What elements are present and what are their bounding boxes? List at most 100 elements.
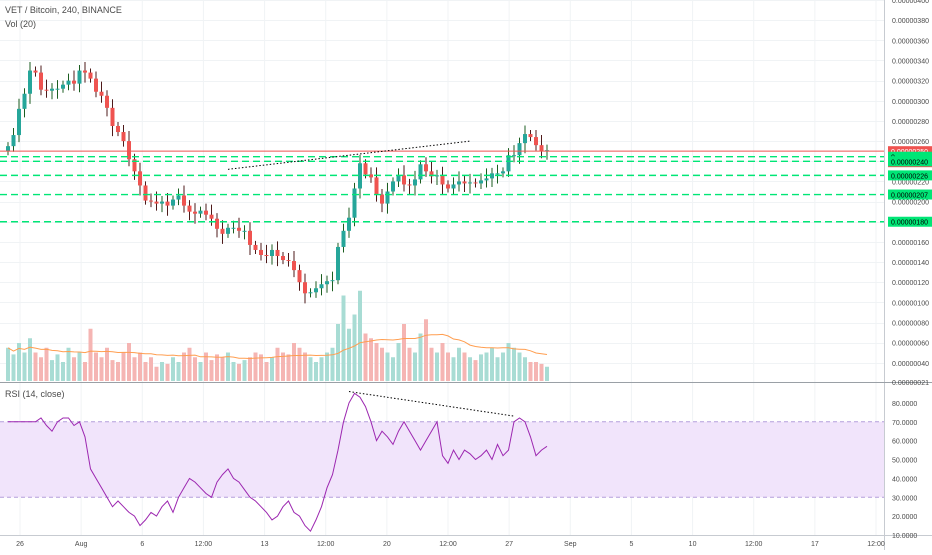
level-badge — [888, 189, 932, 200]
symbol-legend[interactable]: VET / Bitcoin, 240, BINANCE — [5, 5, 122, 15]
volume-bar — [121, 352, 126, 381]
time-tick-label: 12:00 — [439, 541, 457, 548]
volume-bar — [539, 363, 544, 381]
candle — [462, 181, 467, 184]
time-tick-label: 12:00 — [867, 541, 885, 548]
candle — [171, 199, 175, 206]
candle — [215, 218, 219, 229]
candle — [193, 211, 197, 214]
candle — [523, 134, 527, 144]
candle — [286, 260, 291, 262]
candle — [83, 70, 87, 73]
volume-bar — [358, 290, 362, 381]
volume-bar — [17, 343, 21, 381]
volume-bar — [479, 354, 483, 381]
volume-bar — [259, 354, 263, 381]
candle — [138, 171, 142, 186]
volume-bar — [446, 352, 450, 381]
volume-bar — [182, 352, 186, 381]
volume-bar — [215, 354, 219, 381]
rsi-tick-label: 80.0000 — [892, 401, 917, 408]
volume-bar — [523, 357, 527, 381]
candle — [55, 88, 60, 90]
volume-bar — [341, 295, 346, 381]
price-tick-label: 0.00000200 — [892, 200, 929, 207]
volume-bar — [72, 357, 76, 381]
current-price-badge — [888, 146, 932, 157]
candle — [473, 182, 478, 184]
level-label: 0.00000180 — [891, 220, 928, 227]
candle — [39, 72, 43, 90]
candle — [22, 93, 27, 109]
candle — [440, 175, 445, 185]
candle — [94, 78, 98, 92]
volume-bar — [6, 347, 10, 381]
level-badge — [888, 170, 932, 181]
rsi-legend[interactable]: RSI (14, close) — [5, 389, 65, 399]
rsi-tick-label: 40.0000 — [892, 476, 917, 483]
candle — [220, 228, 225, 234]
volume-bar — [484, 352, 489, 381]
volume-bar — [88, 328, 93, 381]
volume-bar — [380, 347, 384, 381]
volume-bar — [314, 362, 318, 381]
rsi-tick-label: 20.0000 — [892, 514, 917, 521]
candle — [237, 227, 241, 231]
volume-bar — [435, 352, 439, 381]
candle — [264, 255, 269, 257]
candle — [292, 261, 296, 271]
volume-bar — [501, 352, 505, 381]
volume-bar — [391, 357, 395, 381]
volume-bar — [424, 319, 428, 381]
candle — [116, 125, 120, 133]
candle — [363, 163, 368, 175]
price-tick-label: 0.00000300 — [892, 99, 929, 106]
volume-bar — [138, 352, 142, 381]
volume-bar — [352, 314, 357, 381]
candle — [198, 210, 203, 214]
candle — [446, 184, 450, 189]
volume-bar — [253, 352, 258, 381]
volume-bar — [11, 354, 16, 381]
volume-bar — [165, 363, 170, 381]
volume-bar — [297, 347, 302, 381]
volume-bar — [396, 343, 401, 381]
volume-bar — [33, 352, 38, 381]
candle — [407, 184, 412, 186]
time-tick-label: 6 — [140, 541, 144, 548]
volume-bar — [473, 360, 478, 381]
volume-bar — [418, 333, 423, 381]
volume-ma-line — [7, 333, 548, 360]
price-tick-label: 0.00000060 — [892, 341, 929, 348]
level-badge — [888, 216, 932, 227]
volume-bar — [281, 352, 285, 381]
candle — [336, 246, 340, 281]
candle — [545, 150, 549, 152]
candle — [226, 227, 230, 234]
candle — [270, 249, 274, 257]
candle — [165, 201, 170, 206]
candle — [501, 171, 505, 174]
volume-bar — [116, 362, 120, 381]
candle — [242, 230, 247, 232]
volume-bar — [374, 343, 379, 381]
volume-legend[interactable]: Vol (20) — [5, 19, 37, 29]
candle — [275, 249, 280, 257]
candle — [143, 185, 148, 201]
candle — [204, 210, 208, 215]
candle — [517, 143, 522, 156]
price-tick-label: 0.00000380 — [892, 18, 929, 25]
volume-bar — [83, 362, 87, 381]
candle — [132, 159, 137, 172]
candle — [259, 249, 263, 256]
volume-bar — [61, 362, 65, 381]
candle — [495, 173, 500, 175]
candle — [358, 163, 362, 189]
candle — [187, 205, 192, 212]
volume-bar — [204, 352, 208, 381]
candle — [396, 175, 401, 182]
volume-bar — [248, 357, 252, 381]
candle — [61, 84, 65, 89]
rsi-band — [0, 421, 884, 498]
